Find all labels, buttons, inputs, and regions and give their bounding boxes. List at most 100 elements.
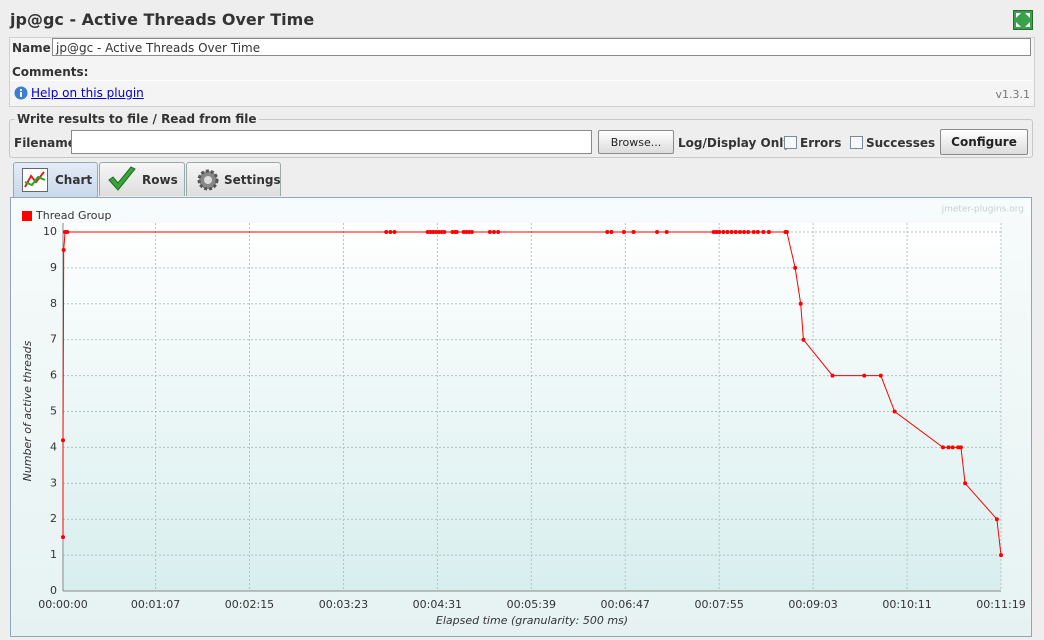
errors-label: Errors <box>800 136 842 150</box>
data-point <box>384 230 389 234</box>
data-point <box>892 409 897 414</box>
data-point <box>946 445 951 450</box>
data-point <box>664 230 669 234</box>
y-tick-label: 4 <box>50 440 57 453</box>
y-tick-label: 5 <box>50 405 57 418</box>
data-point <box>431 230 436 234</box>
data-point <box>958 445 963 450</box>
x-axis-title: Elapsed time (granularity: 500 ms) <box>436 614 628 627</box>
chart: jmeter-plugins.org Thread Group Elapsed … <box>10 197 1032 637</box>
data-point <box>798 301 803 306</box>
data-point <box>428 230 433 234</box>
data-point <box>940 445 945 450</box>
data-point <box>711 230 716 234</box>
data-point <box>467 230 472 234</box>
data-point <box>721 230 726 234</box>
expand-icon[interactable] <box>1013 10 1033 30</box>
x-tick-label: 00:04:31 <box>413 598 462 611</box>
data-point <box>450 230 455 234</box>
data-point <box>878 373 883 378</box>
data-point <box>950 445 955 450</box>
data-point <box>433 230 438 234</box>
data-point <box>717 230 722 234</box>
x-tick-label: 00:07:55 <box>694 598 743 611</box>
data-point <box>714 230 719 234</box>
y-tick-label: 7 <box>50 333 57 346</box>
data-point <box>61 438 65 443</box>
data-point <box>439 230 444 234</box>
rows-tab-icon <box>108 166 136 191</box>
data-point <box>761 230 766 234</box>
legend-swatch <box>22 211 32 221</box>
data-point <box>436 230 441 234</box>
x-tick-label: 00:11:19 <box>976 598 1025 611</box>
y-tick-label: 0 <box>50 584 57 597</box>
data-point <box>733 230 738 234</box>
data-point <box>956 445 961 450</box>
plot-area <box>63 223 1001 591</box>
data-point <box>487 230 492 234</box>
x-tick-label: 00:05:39 <box>507 598 556 611</box>
tab-rows[interactable]: Rows <box>99 162 185 196</box>
data-point <box>751 230 756 234</box>
data-point <box>392 230 397 234</box>
tab-settings[interactable]: Settings <box>186 162 281 196</box>
legend-label: Thread Group <box>35 209 111 222</box>
tab-label: Chart <box>55 173 93 187</box>
data-point <box>725 230 730 234</box>
x-tick-label: 00:06:47 <box>601 598 650 611</box>
info-icon <box>14 86 28 100</box>
watermark: jmeter-plugins.org <box>941 205 1024 215</box>
help-link[interactable]: Help on this plugin <box>31 86 144 100</box>
data-point <box>469 230 474 234</box>
filename-input[interactable] <box>71 130 592 154</box>
y-tick-label: 10 <box>43 225 57 238</box>
comments-label: Comments: <box>12 65 89 79</box>
tab-label: Rows <box>142 173 178 187</box>
successes-label: Successes <box>866 136 936 150</box>
data-point <box>746 230 751 234</box>
x-tick-label: 00:10:11 <box>882 598 931 611</box>
configure-button[interactable]: Configure <box>940 129 1028 155</box>
data-point <box>61 535 65 540</box>
data-point <box>793 265 798 270</box>
data-point <box>492 230 497 234</box>
errors-checkbox[interactable] <box>784 136 797 149</box>
data-point <box>461 230 466 234</box>
successes-checkbox[interactable] <box>850 136 863 149</box>
data-point <box>425 230 430 234</box>
tab-chart[interactable]: Chart <box>13 162 98 198</box>
data-point <box>65 230 70 234</box>
separator <box>10 80 1032 81</box>
name-input[interactable]: jp@gc - Active Threads Over Time <box>52 38 1031 56</box>
name-label: Name: <box>12 41 56 55</box>
browse-button[interactable]: Browse... <box>598 130 674 154</box>
file-panel-legend: Write results to file / Read from file <box>15 112 259 126</box>
data-point <box>737 230 742 234</box>
y-tick-label: 2 <box>50 512 57 525</box>
data-point <box>496 230 501 234</box>
data-point <box>388 230 393 234</box>
data-point <box>963 481 968 486</box>
data-point <box>766 230 771 234</box>
data-point <box>729 230 734 234</box>
data-point <box>784 230 789 234</box>
filename-label: Filename <box>14 136 76 150</box>
data-point <box>609 230 614 234</box>
data-point <box>454 230 459 234</box>
data-point <box>631 230 636 234</box>
x-tick-label: 00:00:00 <box>38 598 87 611</box>
data-point <box>999 553 1003 558</box>
x-tick-label: 00:02:15 <box>225 598 274 611</box>
window-title: jp@gc - Active Threads Over Time <box>10 10 315 29</box>
data-point <box>464 230 469 234</box>
version-label: v1.3.1 <box>995 88 1031 101</box>
x-tick-label: 00:01:07 <box>131 598 180 611</box>
x-tick-label: 00:09:03 <box>788 598 837 611</box>
data-point <box>605 230 610 234</box>
y-tick-label: 9 <box>50 261 57 274</box>
settings-tab-icon <box>197 169 219 191</box>
data-point <box>862 373 867 378</box>
data-point <box>61 247 66 252</box>
data-point <box>830 373 835 378</box>
